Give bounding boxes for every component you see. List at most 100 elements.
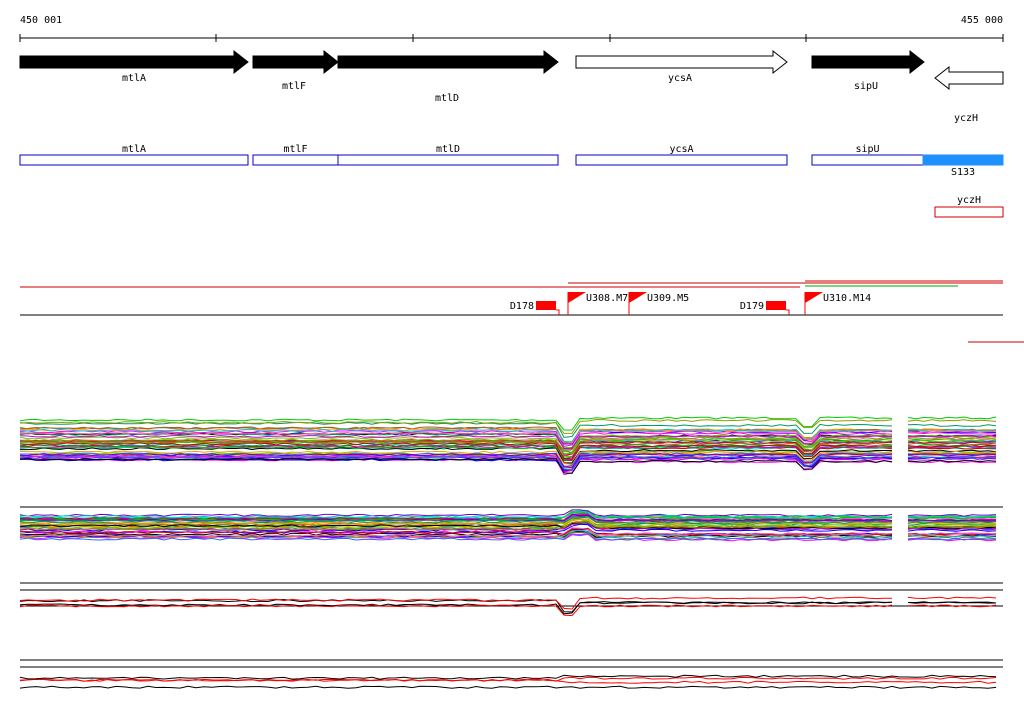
gene-label: yczH [954, 113, 978, 124]
gene-arrow [811, 49, 925, 75]
annotation-box [252, 154, 339, 166]
profile-line [907, 416, 997, 420]
profile-line [908, 457, 997, 461]
profile-line [907, 434, 997, 438]
gene-label: mtlD [435, 93, 459, 104]
profile-line [907, 439, 997, 443]
profile-line [907, 456, 997, 460]
profile-line [20, 447, 892, 464]
annotation-label: ycsA [669, 144, 693, 155]
profile-line [907, 446, 997, 450]
profile-line [19, 513, 893, 522]
gene-arrow [337, 49, 559, 75]
profile-line [907, 521, 997, 525]
profile-line [19, 443, 892, 461]
profile-line [907, 428, 997, 432]
profile-line [907, 604, 997, 608]
marker-box [536, 301, 556, 310]
profile-line [19, 457, 893, 474]
profile-line [19, 685, 997, 689]
profile-line [907, 442, 997, 446]
profile-line [19, 523, 893, 531]
profile-line [19, 421, 893, 438]
annotation-box [19, 154, 249, 166]
annotation-label: sipU [855, 144, 879, 155]
profile-line [19, 456, 892, 471]
axis-start-label: 450 001 [20, 15, 62, 26]
gene-label: mtlF [282, 81, 306, 92]
profile-line [907, 596, 997, 600]
profile-line [19, 604, 893, 617]
profile-line [19, 527, 893, 536]
profile-line [19, 436, 893, 451]
profile-line [19, 418, 893, 434]
profile-line [908, 601, 997, 604]
marker-label: U308.M7 [586, 293, 628, 304]
profile-line [19, 674, 997, 680]
profile-line [19, 532, 893, 541]
profile-line [19, 509, 893, 517]
profile-line [907, 430, 997, 433]
profile-line [907, 523, 997, 527]
gene-arrow [575, 49, 788, 75]
gene-arrow [19, 49, 249, 75]
annotation-label: S133 [951, 167, 975, 178]
annotation-box [922, 154, 1004, 166]
gene-label: sipU [854, 81, 878, 92]
profile-line [19, 521, 893, 531]
profile-line [907, 428, 997, 432]
annotation-label: mtlA [122, 144, 146, 155]
profile-line [907, 423, 997, 427]
profile-line [19, 521, 893, 530]
profile-line [19, 518, 892, 529]
gene-arrow [934, 65, 1004, 91]
profile-line [19, 444, 893, 459]
annotation-box [337, 154, 559, 166]
annotation-box [811, 154, 924, 166]
profile-line [907, 449, 997, 453]
marker-stem [786, 309, 790, 315]
profile-line [19, 416, 893, 431]
profile-line [19, 453, 893, 469]
marker-flag [568, 292, 586, 303]
marker-label: U309.M5 [647, 293, 689, 304]
profile-line [19, 527, 893, 538]
annotation-label: mtlD [436, 144, 460, 155]
marker-label: D179 [740, 301, 764, 312]
profile-line [19, 516, 893, 525]
profile-line [907, 432, 997, 435]
profile-line [19, 596, 892, 610]
marker-box [766, 301, 786, 310]
profile-line [19, 426, 892, 444]
profile-line [19, 430, 893, 447]
profile-line [907, 518, 997, 522]
profile-line [19, 510, 893, 519]
annotation-box [575, 154, 788, 166]
marker-flag [805, 292, 823, 303]
profile-line [19, 601, 893, 615]
profile-line [907, 450, 997, 454]
marker-label: D178 [510, 301, 534, 312]
profile-line [20, 452, 893, 468]
annotation-label: yczH [957, 195, 981, 206]
profile-line [907, 536, 997, 540]
profile-line [907, 444, 997, 448]
profile-line [19, 440, 893, 458]
gene-arrow [252, 49, 339, 75]
profile-line [19, 428, 893, 443]
profile-line [19, 434, 893, 450]
profile-line [907, 528, 997, 532]
marker-flag [629, 292, 647, 303]
profile-line [907, 453, 997, 457]
profile-line [907, 525, 997, 529]
gene-label: ycsA [668, 73, 692, 84]
profile-line [907, 514, 997, 517]
profile-line [907, 515, 997, 519]
marker-stem [556, 309, 560, 315]
annotation-box [934, 206, 1004, 218]
axis-end-label: 455 000 [961, 15, 1003, 26]
marker-label: U310.M14 [823, 293, 871, 304]
profile-line [19, 434, 893, 449]
profile-line [19, 518, 893, 526]
